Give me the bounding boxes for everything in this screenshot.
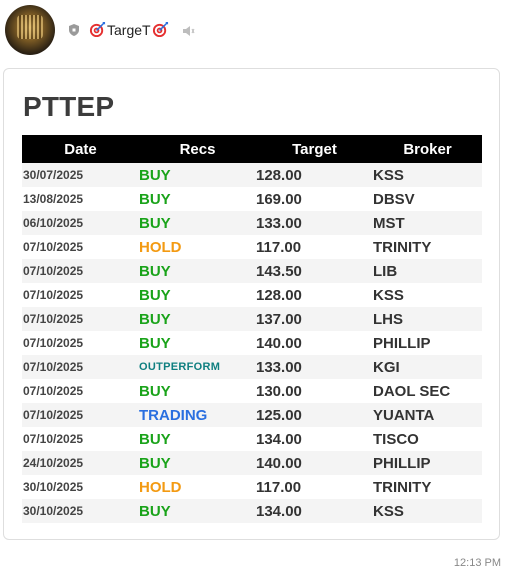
cell-broker: KSS: [373, 286, 404, 304]
cell-target: 117.00: [256, 238, 302, 256]
cell-target: 137.00: [256, 310, 302, 328]
cell-broker: KGI: [373, 358, 400, 376]
cell-date: 07/10/2025: [23, 432, 84, 446]
cell-rec: BUY: [139, 310, 171, 328]
cell-rec: TRADING: [139, 406, 208, 424]
cell-date: 07/10/2025: [23, 264, 84, 278]
cell-target: 117.00: [256, 478, 302, 496]
cell-date: 30/10/2025: [23, 480, 84, 494]
cell-date: 30/07/2025: [23, 168, 84, 182]
cell-target: 128.00: [256, 286, 302, 304]
cell-rec: HOLD: [139, 478, 182, 496]
cell-target: 133.00: [256, 214, 302, 232]
cell-target: 130.00: [256, 382, 302, 400]
channel-name-text: TargeT: [107, 21, 151, 38]
cell-broker: TRINITY: [373, 238, 432, 256]
cell-rec: BUY: [139, 382, 171, 400]
cell-rec: BUY: [139, 214, 171, 232]
cell-target: 143.50: [256, 262, 302, 280]
channel-name[interactable]: TargeT: [89, 21, 169, 38]
table-row: 06/10/2025 BUY 133.00 MST: [22, 211, 482, 235]
table-body: 30/07/2025 BUY 128.00 KSS 13/08/2025 BUY 169.0…: [22, 163, 482, 523]
cell-target: 134.00: [256, 502, 302, 520]
cell-rec: BUY: [139, 166, 171, 184]
cell-date: 07/10/2025: [23, 312, 84, 326]
cell-rec: BUY: [139, 430, 171, 448]
cell-broker: DBSV: [373, 190, 415, 208]
cell-date: 30/10/2025: [23, 504, 84, 518]
table-header: Date Recs Target Broker: [22, 135, 482, 163]
cell-broker: LIB: [373, 262, 398, 280]
cell-date: 07/10/2025: [23, 384, 84, 398]
cell-target: 140.00: [256, 334, 302, 352]
cell-rec: BUY: [139, 502, 171, 520]
cell-rec: OUTPERFORM: [139, 361, 221, 373]
table-row: 07/10/2025 BUY 137.00 LHS: [22, 307, 482, 331]
card-title: PTTEP: [23, 91, 115, 122]
gold-chart-avatar-icon: [17, 15, 43, 39]
cell-target: 133.00: [256, 358, 302, 376]
table-row: 24/10/2025 BUY 140.00 PHILLIP: [22, 451, 482, 475]
speaker-muted-icon: [183, 26, 195, 36]
table-row: 07/10/2025 BUY 140.00 PHILLIP: [22, 331, 482, 355]
cell-target: 169.00: [256, 190, 302, 208]
cell-date: 07/10/2025: [23, 408, 84, 422]
cell-rec: BUY: [139, 262, 171, 280]
cell-broker: MST: [373, 214, 405, 232]
cell-date: 06/10/2025: [23, 216, 84, 230]
header-date: Date: [64, 140, 97, 158]
cell-date: 07/10/2025: [23, 336, 84, 350]
header-recs: Recs: [179, 140, 216, 158]
cell-target: 134.00: [256, 430, 302, 448]
cell-broker: YUANTA: [373, 406, 435, 424]
header-broker: Broker: [403, 140, 452, 158]
cell-broker: KSS: [373, 166, 404, 184]
cell-date: 24/10/2025: [23, 456, 84, 470]
table-row: 07/10/2025 TRADING 125.00 YUANTA: [22, 403, 482, 427]
table-row: 07/10/2025 BUY 130.00 DAOL SEC: [22, 379, 482, 403]
table-row: 13/08/2025 BUY 169.00 DBSV: [22, 187, 482, 211]
cell-target: 125.00: [256, 406, 302, 424]
table-row: 30/07/2025 BUY 128.00 KSS: [22, 163, 482, 187]
cell-broker: TISCO: [373, 430, 419, 448]
table-row: 07/10/2025 BUY 143.50 LIB: [22, 259, 482, 283]
cell-broker: PHILLIP: [373, 454, 431, 472]
shield-icon: [69, 24, 79, 36]
cell-broker: KSS: [373, 502, 404, 520]
channel-avatar[interactable]: [5, 5, 55, 55]
channel-header[interactable]: TargeT: [5, 5, 305, 55]
cell-date: 07/10/2025: [23, 288, 84, 302]
table-row: 07/10/2025 OUTPERFORM 133.00 KGI: [22, 355, 482, 379]
cell-broker: LHS: [373, 310, 403, 328]
message-card: PTTEP Date Recs Target Broker 30/07/2025…: [3, 68, 500, 540]
cell-date: 07/10/2025: [23, 240, 84, 254]
cell-date: 13/08/2025: [23, 192, 84, 206]
target-icon: [152, 21, 168, 38]
table-row: 07/10/2025 BUY 134.00 TISCO: [22, 427, 482, 451]
header-target: Target: [292, 140, 337, 158]
cell-rec: BUY: [139, 454, 171, 472]
cell-rec: HOLD: [139, 238, 182, 256]
recommendations-table: Date Recs Target Broker 30/07/2025 BUY 128…: [22, 135, 482, 523]
table-row: 30/10/2025 BUY 134.00 KSS: [22, 499, 482, 523]
cell-rec: BUY: [139, 286, 171, 304]
cell-broker: DAOL SEC: [373, 382, 451, 400]
cell-date: 07/10/2025: [23, 360, 84, 374]
cell-target: 140.00: [256, 454, 302, 472]
cell-target: 128.00: [256, 166, 302, 184]
table-row: 30/10/2025 HOLD 117.00 TRINITY: [22, 475, 482, 499]
cell-broker: PHILLIP: [373, 334, 431, 352]
message-timestamp: 12:13 PM: [453, 557, 501, 569]
cell-rec: BUY: [139, 190, 171, 208]
table-row: 07/10/2025 BUY 128.00 KSS: [22, 283, 482, 307]
table-row: 07/10/2025 HOLD 117.00 TRINITY: [22, 235, 482, 259]
target-icon: [89, 21, 106, 38]
cell-broker: TRINITY: [373, 478, 432, 496]
cell-rec: BUY: [139, 334, 171, 352]
